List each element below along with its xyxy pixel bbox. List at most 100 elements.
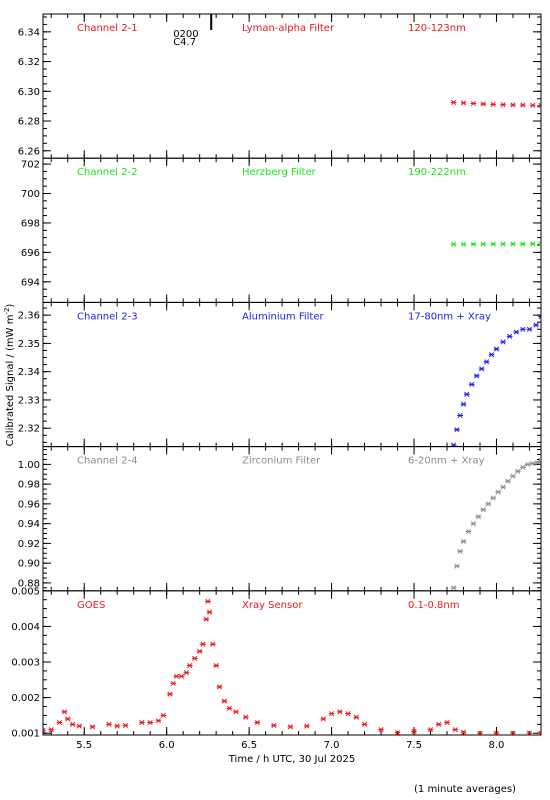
- data-point: [61, 709, 68, 715]
- data-point: [454, 427, 460, 433]
- data-point: [470, 100, 477, 107]
- data-point-stroke: [538, 730, 541, 734]
- data-point: [233, 709, 239, 715]
- chart-panels: 6.26 6.28 6.30 6.32 6.34 Channel 2-1 Lyman-alp…: [11, 13, 542, 751]
- data-point: [515, 468, 521, 474]
- data-point: [378, 727, 384, 733]
- data-point: [490, 101, 497, 107]
- data-point: [520, 102, 526, 108]
- data-point: [155, 718, 162, 724]
- data-point-stroke: [538, 459, 541, 463]
- panel-4: 0.88 0.90 0.92 0.94 0.96 0.98 1.00 Channel 2-4 Z…: [18, 446, 542, 592]
- x-axis-label: Time / h UTC, 30 Jul 2025: [228, 754, 356, 765]
- data-point: [529, 102, 536, 108]
- data-point: [457, 412, 464, 419]
- data-point: [529, 460, 536, 466]
- data-point: [209, 641, 216, 647]
- panel-frame: [42, 446, 542, 592]
- y-tick-label: 0.001: [11, 729, 40, 740]
- data-point: [216, 684, 223, 690]
- data-point: [488, 352, 495, 358]
- data-point: [470, 521, 477, 527]
- y-tick-label: 6.26: [18, 146, 40, 157]
- data-point: [520, 241, 526, 247]
- panel-1: 6.26 6.28 6.30 6.32 6.34 Channel 2-1 Lyman-alp…: [18, 13, 542, 159]
- data-point: [538, 457, 541, 463]
- y-axis-label-close: ): [5, 304, 16, 308]
- panel-2: 694 696 698 700 702 Channel 2-2 Herzberg Filte…: [21, 157, 542, 303]
- data-point: [76, 723, 83, 729]
- data-point: [460, 100, 467, 106]
- data-point: [43, 727, 46, 733]
- panel-band-label: 17-80nm + Xray: [408, 311, 491, 322]
- y-axis-label-sup: -2: [3, 308, 11, 315]
- data-point: [287, 724, 294, 730]
- y-tick-label: 696: [21, 248, 40, 259]
- data-point: [167, 691, 173, 697]
- y-tick-label: 698: [21, 218, 40, 229]
- y-tick-label: 0.004: [11, 622, 40, 633]
- y-tick-label: 2.36: [18, 311, 40, 322]
- data-point: [450, 442, 457, 447]
- data-point: [411, 728, 417, 734]
- averaging-footnote: (1 minute averages): [414, 784, 516, 795]
- data-point-stroke: [538, 732, 541, 735]
- data-point: [454, 563, 460, 569]
- data-point: [106, 721, 112, 727]
- data-point: [457, 548, 464, 554]
- y-tick-label: 6.28: [18, 117, 40, 128]
- data-point: [460, 538, 467, 544]
- data-point: [271, 722, 277, 728]
- data-point: [480, 101, 487, 107]
- y-tick-label: 2.33: [18, 395, 40, 406]
- data-series: [43, 598, 541, 735]
- data-point-stroke: [538, 241, 541, 245]
- data-series: [450, 313, 541, 447]
- x-tick-label: 8.0: [489, 740, 505, 751]
- data-point: [500, 339, 506, 345]
- data-point: [450, 99, 457, 106]
- y-tick-label: 694: [21, 277, 40, 288]
- data-point-stroke: [538, 313, 541, 318]
- y-tick-label: 2.34: [18, 367, 40, 378]
- data-point: [460, 241, 467, 247]
- y-tick-label: 6.32: [18, 57, 40, 68]
- data-point: [147, 719, 154, 726]
- data-point: [48, 727, 55, 733]
- y-tick-label: 6.30: [18, 87, 40, 98]
- data-point: [538, 102, 541, 108]
- data-point: [64, 716, 71, 722]
- y-axis-label: Calibrated Signal / (mW m-2): [3, 304, 16, 447]
- data-point: [533, 322, 539, 328]
- data-point: [394, 729, 401, 735]
- data-point-stroke: [538, 102, 541, 107]
- y-tick-label: 0.003: [11, 658, 40, 669]
- data-point: [139, 719, 145, 726]
- data-point: [480, 507, 487, 513]
- data-point: [463, 391, 470, 397]
- data-point: [122, 722, 129, 728]
- data-point: [226, 705, 233, 711]
- data-point: [520, 464, 526, 470]
- y-tick-label: 0.98: [18, 480, 40, 491]
- y-tick-label: 6.34: [18, 27, 40, 38]
- y-tick-label: 0.92: [18, 539, 40, 550]
- data-point: [478, 366, 485, 372]
- y-tick-label: 0.90: [18, 559, 40, 570]
- x-tick-label: 6.0: [159, 740, 175, 751]
- data-point: [510, 102, 516, 108]
- data-point: [485, 501, 492, 507]
- data-point: [56, 719, 63, 726]
- data-point: [506, 333, 513, 339]
- panel-frame: [42, 157, 542, 303]
- data-point: [242, 714, 249, 720]
- data-point: [303, 723, 310, 729]
- data-point: [186, 663, 193, 669]
- data-point: [520, 326, 526, 332]
- panel-3: 2.32 2.33 2.34 2.35 2.36 Channel 2-3 Aluminium…: [18, 301, 542, 448]
- data-point: [500, 484, 506, 490]
- data-point: [495, 489, 501, 495]
- data-point: [345, 711, 351, 717]
- data-series: [450, 457, 541, 591]
- data-point: [490, 241, 497, 247]
